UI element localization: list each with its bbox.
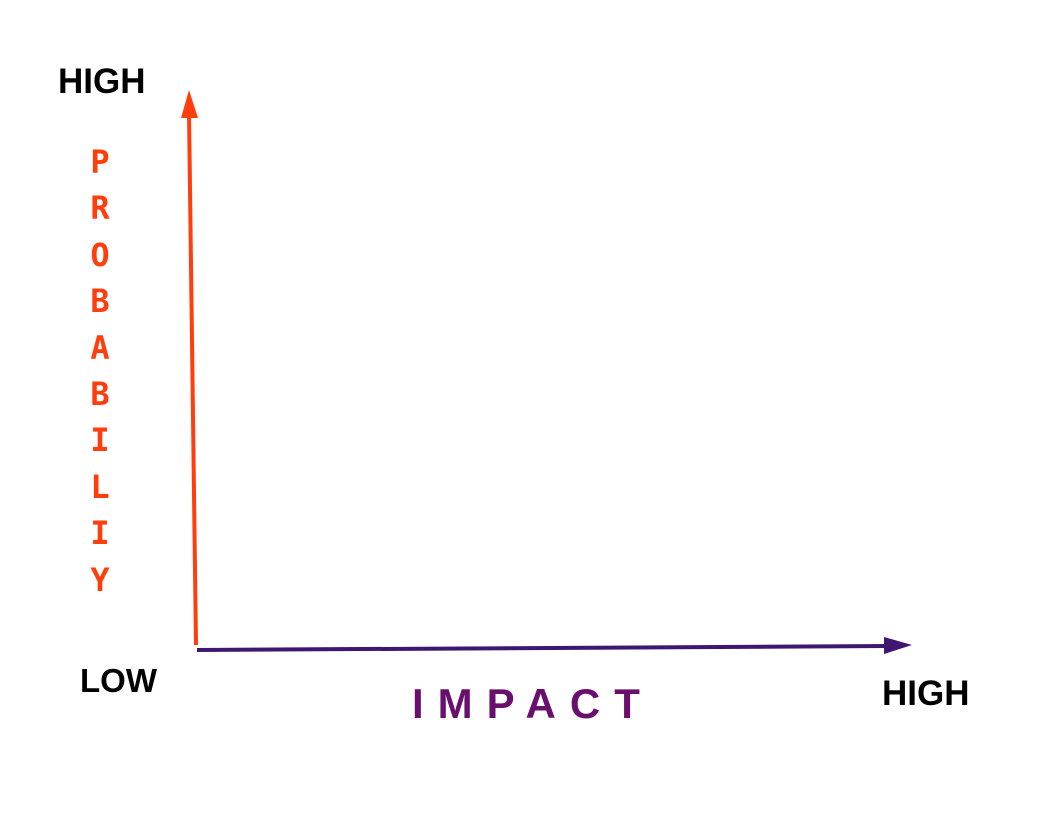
x-axis-title: IMPACT (412, 680, 654, 727)
y-axis-title-letter: R (90, 189, 110, 228)
y-axis-title-letter: P (90, 143, 110, 181)
y-axis-title-letter: B (90, 282, 110, 321)
y-axis-title-letter: A (90, 328, 110, 367)
y-axis-title-letter: I (90, 514, 110, 553)
y-axis-title-letter: O (90, 235, 110, 274)
probability-axis-arrow (181, 90, 198, 646)
y-axis-title-letter: B (90, 374, 110, 413)
impact-axis-line (196, 644, 891, 652)
impact-axis-arrow (196, 637, 912, 654)
y-axis-title-letter: I (90, 421, 110, 460)
y-axis-title-letter: Y (90, 560, 110, 599)
probability-axis-arrowhead (181, 90, 198, 118)
y-axis-title-letter: L (90, 467, 110, 506)
y-axis-high-label: HIGH (58, 62, 146, 101)
impact-axis-arrowhead (884, 637, 912, 654)
probability-axis-line (187, 111, 198, 646)
x-axis-low-label: LOW (80, 662, 157, 699)
x-axis-high-label: HIGH (882, 674, 970, 713)
